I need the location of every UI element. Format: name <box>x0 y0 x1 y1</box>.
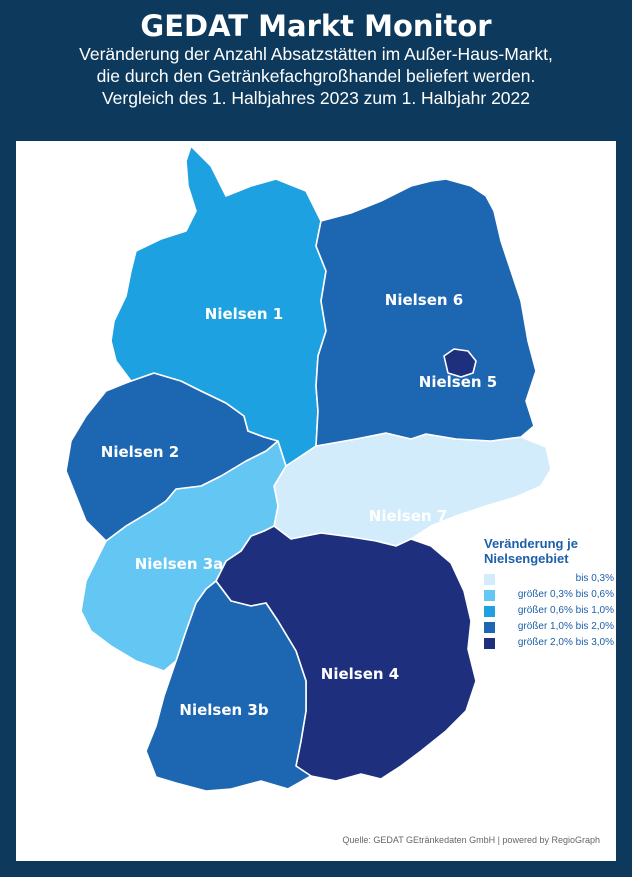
map-legend: Veränderung je Nielsengebiet bis 0,3% gr… <box>484 536 614 652</box>
label-nielsen-4: Nielsen 4 <box>321 665 399 683</box>
legend-title-line-2: Nielsengebiet <box>484 551 569 566</box>
legend-title: Veränderung je Nielsengebiet <box>484 536 614 566</box>
legend-swatch <box>484 606 495 617</box>
legend-swatch <box>484 638 495 649</box>
label-nielsen-1: Nielsen 1 <box>205 305 283 323</box>
legend-item: größer 1,0% bis 2,0% <box>484 620 614 636</box>
label-nielsen-3a: Nielsen 3a <box>135 555 224 573</box>
legend-item: bis 0,3% <box>484 572 614 588</box>
subtitle-line-2: die durch den Getränkefachgroßhandel bel… <box>96 66 536 86</box>
subtitle-line-1: Veränderung der Anzahl Absatzstätten im … <box>79 44 553 64</box>
map-panel: Nielsen 1 Nielsen 2 Nielsen 3a Nielsen 3… <box>16 141 616 861</box>
legend-label: größer 0,3% bis 0,6% <box>517 589 614 600</box>
header: GEDAT Markt Monitor Veränderung der Anza… <box>0 0 632 130</box>
label-nielsen-2: Nielsen 2 <box>101 443 179 461</box>
germany-map: Nielsen 1 Nielsen 2 Nielsen 3a Nielsen 3… <box>65 145 552 792</box>
legend-item: größer 0,6% bis 1,0% <box>484 604 614 620</box>
region-nielsen-6[interactable] <box>315 178 537 447</box>
region-nielsen-7[interactable] <box>273 432 552 547</box>
label-nielsen-3b: Nielsen 3b <box>179 701 268 719</box>
subtitle-line-3: Vergleich des 1. Halbjahres 2023 zum 1. … <box>101 88 531 108</box>
legend-swatch <box>484 574 495 585</box>
legend-swatch <box>484 622 495 633</box>
legend-label: größer 2,0% bis 3,0% <box>517 637 614 648</box>
legend-label: größer 1,0% bis 2,0% <box>517 621 614 632</box>
page-title: GEDAT Markt Monitor <box>140 9 492 43</box>
label-nielsen-6: Nielsen 6 <box>385 291 463 309</box>
legend-label: bis 0,3% <box>575 573 614 584</box>
legend-swatch <box>484 590 495 601</box>
legend-label: größer 0,6% bis 1,0% <box>517 605 614 616</box>
region-nielsen-5[interactable] <box>443 348 477 378</box>
label-nielsen-7: Nielsen 7 <box>369 507 447 525</box>
legend-item: größer 0,3% bis 0,6% <box>484 588 614 604</box>
source-note: Quelle: GEDAT GEtränkedaten GmbH | power… <box>342 835 600 845</box>
legend-title-line-1: Veränderung je <box>484 536 578 551</box>
legend-item: größer 2,0% bis 3,0% <box>484 636 614 652</box>
label-nielsen-5: Nielsen 5 <box>419 373 497 391</box>
